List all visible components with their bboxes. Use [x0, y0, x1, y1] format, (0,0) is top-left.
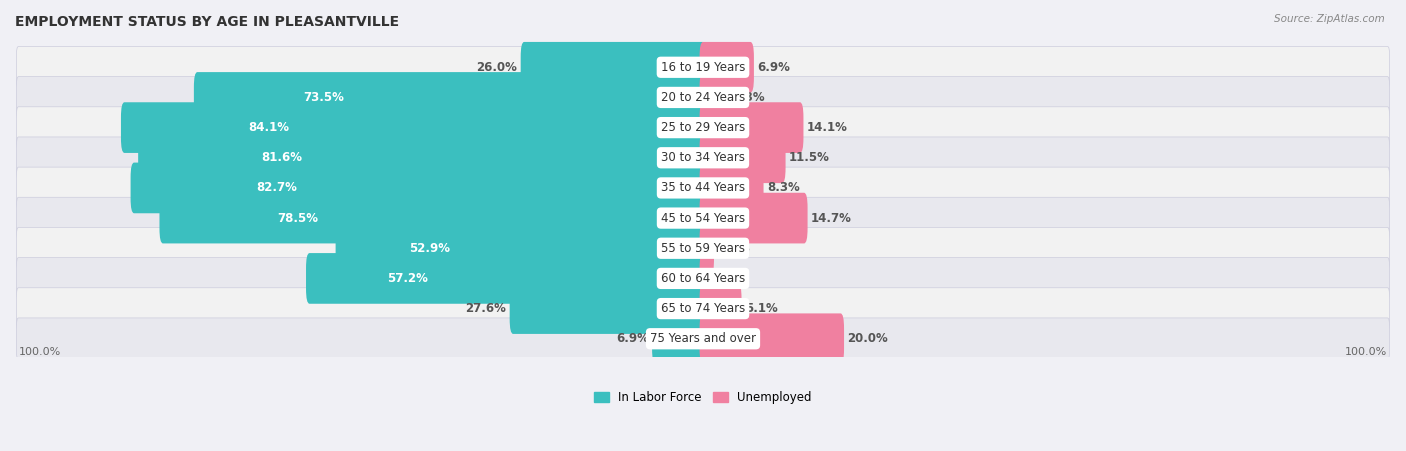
- FancyBboxPatch shape: [17, 77, 1389, 118]
- FancyBboxPatch shape: [121, 102, 706, 153]
- Text: 5.1%: 5.1%: [745, 302, 778, 315]
- Text: 1.1%: 1.1%: [717, 242, 749, 255]
- FancyBboxPatch shape: [700, 283, 741, 334]
- FancyBboxPatch shape: [652, 313, 706, 364]
- Text: EMPLOYMENT STATUS BY AGE IN PLEASANTVILLE: EMPLOYMENT STATUS BY AGE IN PLEASANTVILL…: [15, 15, 399, 29]
- Text: 60 to 64 Years: 60 to 64 Years: [661, 272, 745, 285]
- Text: 20.0%: 20.0%: [848, 332, 889, 345]
- FancyBboxPatch shape: [509, 283, 706, 334]
- Text: 55 to 59 Years: 55 to 59 Years: [661, 242, 745, 255]
- Legend: In Labor Force, Unemployed: In Labor Force, Unemployed: [589, 386, 817, 409]
- FancyBboxPatch shape: [17, 137, 1389, 179]
- FancyBboxPatch shape: [194, 72, 706, 123]
- Text: 6.9%: 6.9%: [616, 332, 648, 345]
- FancyBboxPatch shape: [17, 167, 1389, 209]
- Text: 65 to 74 Years: 65 to 74 Years: [661, 302, 745, 315]
- FancyBboxPatch shape: [138, 133, 706, 183]
- Text: 57.2%: 57.2%: [388, 272, 429, 285]
- Text: 27.6%: 27.6%: [465, 302, 506, 315]
- Text: 82.7%: 82.7%: [256, 181, 297, 194]
- Text: 20 to 24 Years: 20 to 24 Years: [661, 91, 745, 104]
- Text: 6.9%: 6.9%: [758, 61, 790, 74]
- Text: 3.3%: 3.3%: [733, 91, 765, 104]
- FancyBboxPatch shape: [700, 42, 754, 92]
- FancyBboxPatch shape: [17, 318, 1389, 359]
- FancyBboxPatch shape: [17, 107, 1389, 148]
- FancyBboxPatch shape: [700, 163, 763, 213]
- FancyBboxPatch shape: [336, 223, 706, 274]
- Text: 78.5%: 78.5%: [277, 212, 318, 225]
- FancyBboxPatch shape: [17, 258, 1389, 299]
- FancyBboxPatch shape: [17, 288, 1389, 329]
- FancyBboxPatch shape: [17, 197, 1389, 239]
- FancyBboxPatch shape: [700, 72, 730, 123]
- FancyBboxPatch shape: [700, 223, 714, 274]
- FancyBboxPatch shape: [17, 227, 1389, 269]
- Text: 45 to 54 Years: 45 to 54 Years: [661, 212, 745, 225]
- Text: 1.0%: 1.0%: [717, 272, 749, 285]
- Text: 8.3%: 8.3%: [768, 181, 800, 194]
- FancyBboxPatch shape: [520, 42, 706, 92]
- Text: 100.0%: 100.0%: [18, 347, 60, 357]
- Text: 73.5%: 73.5%: [304, 91, 344, 104]
- Text: 30 to 34 Years: 30 to 34 Years: [661, 151, 745, 164]
- FancyBboxPatch shape: [307, 253, 706, 304]
- FancyBboxPatch shape: [131, 163, 706, 213]
- Text: 84.1%: 84.1%: [249, 121, 290, 134]
- Text: 14.7%: 14.7%: [811, 212, 852, 225]
- Text: 81.6%: 81.6%: [262, 151, 302, 164]
- FancyBboxPatch shape: [700, 313, 844, 364]
- Text: 26.0%: 26.0%: [477, 61, 517, 74]
- FancyBboxPatch shape: [700, 253, 713, 304]
- Text: 52.9%: 52.9%: [409, 242, 450, 255]
- Text: 25 to 29 Years: 25 to 29 Years: [661, 121, 745, 134]
- FancyBboxPatch shape: [700, 193, 807, 244]
- FancyBboxPatch shape: [700, 102, 803, 153]
- Text: 75 Years and over: 75 Years and over: [650, 332, 756, 345]
- Text: 35 to 44 Years: 35 to 44 Years: [661, 181, 745, 194]
- Text: 11.5%: 11.5%: [789, 151, 830, 164]
- Text: 14.1%: 14.1%: [807, 121, 848, 134]
- Text: 100.0%: 100.0%: [1346, 347, 1388, 357]
- FancyBboxPatch shape: [17, 46, 1389, 88]
- Text: 16 to 19 Years: 16 to 19 Years: [661, 61, 745, 74]
- FancyBboxPatch shape: [700, 133, 786, 183]
- FancyBboxPatch shape: [159, 193, 706, 244]
- Text: Source: ZipAtlas.com: Source: ZipAtlas.com: [1274, 14, 1385, 23]
